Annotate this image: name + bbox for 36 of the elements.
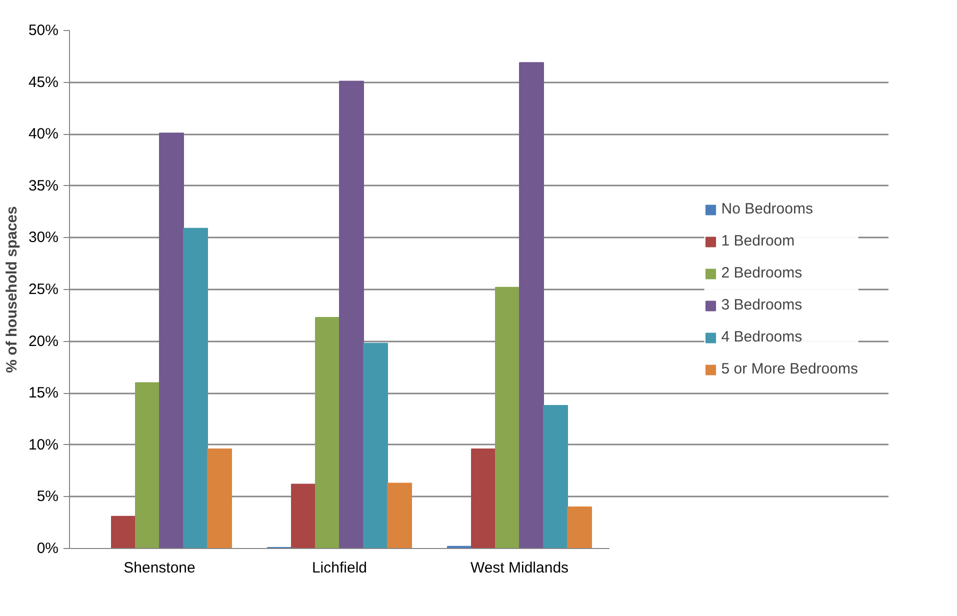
y-axis-title: % of household spaces [3,206,20,373]
y-tick-label: 40% [28,126,59,143]
bar [111,516,136,548]
bar [207,448,232,548]
y-tick-label: 35% [28,177,59,194]
bar [339,80,364,548]
legend-label: 1 Bedroom [721,232,795,250]
x-tick-label: Lichfield [312,560,368,576]
y-tick-label: 5% [36,488,59,506]
bar [471,448,496,548]
y-tick-label: 50% [28,22,59,39]
bar [387,482,412,548]
x-tick-label: West Midlands [470,560,569,576]
y-tick-label: 45% [28,74,59,91]
bar [159,132,184,548]
legend-label: 3 Bedrooms [721,296,802,314]
bar [363,342,388,548]
bar [291,484,316,548]
legend-label: 5 or More Bedrooms [721,360,858,378]
legend-label: 4 Bedrooms [721,328,802,346]
bar [135,382,160,548]
bar [543,405,568,548]
legend-label: 2 Bedrooms [721,264,802,282]
y-tick-label: 25% [28,281,59,298]
y-tick-label: 15% [28,384,59,402]
bar [495,286,520,548]
y-tick-label: 20% [28,332,59,350]
y-tick-label: 0% [36,540,59,557]
bar [519,62,544,548]
y-tick-label: 30% [28,229,59,246]
legend-label: No Bedrooms [721,200,813,218]
bar [315,316,340,548]
bar [183,228,208,548]
y-tick-label: 10% [28,436,59,454]
bar [567,506,592,548]
x-tick-label: Shenstone [124,560,196,576]
